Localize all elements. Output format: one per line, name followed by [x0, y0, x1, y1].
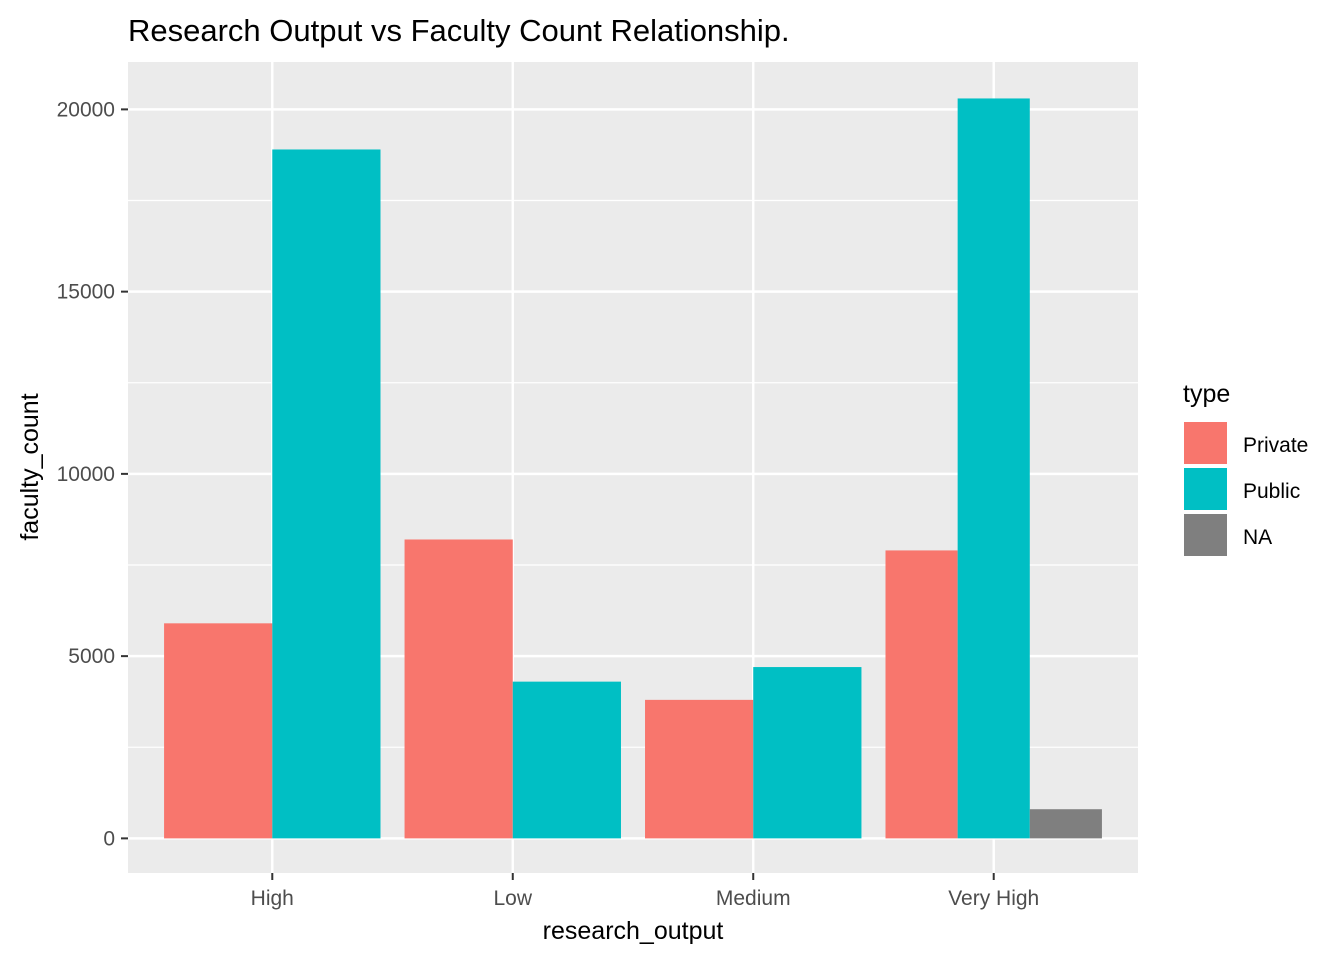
bar-public-very-high [957, 98, 1030, 839]
bar-na-very-high [1029, 809, 1102, 839]
y-tick-label: 20000 [57, 98, 115, 121]
legend-title: type [1183, 380, 1230, 408]
bar-private-high [164, 623, 273, 839]
legend-label: NA [1243, 526, 1272, 549]
y-axis-title: faculty_count [16, 393, 44, 540]
bar-public-low [512, 681, 621, 839]
x-tick-label: High [251, 887, 294, 910]
legend-key-public [1184, 468, 1227, 510]
x-axis: High Low Medium Very High [251, 873, 1039, 910]
bar-private-very-high [885, 550, 958, 839]
bars [164, 98, 1102, 839]
bar-private-medium [645, 699, 754, 839]
y-tick-label: 15000 [57, 281, 115, 304]
x-tick-label: Very High [948, 887, 1039, 910]
bar-public-high [272, 149, 381, 839]
x-tick-label: Medium [716, 887, 791, 910]
x-tick-label: Low [493, 887, 532, 910]
chart-title: Research Output vs Faculty Count Relatio… [128, 13, 790, 48]
legend-key-private [1184, 422, 1227, 464]
legend: type Private Public NA [1183, 380, 1308, 556]
y-axis: 0 5000 10000 15000 20000 [57, 98, 128, 850]
legend-key-na [1184, 514, 1227, 556]
legend-keys: Private Public NA [1184, 422, 1308, 556]
bar-public-medium [753, 667, 862, 839]
y-tick-label: 10000 [57, 463, 115, 486]
legend-label: Private [1243, 434, 1308, 457]
legend-label: Public [1243, 480, 1300, 503]
y-tick-label: 0 [103, 827, 115, 850]
x-axis-title: research_output [543, 917, 724, 945]
y-tick-label: 5000 [68, 645, 115, 668]
bar-private-low [404, 539, 513, 839]
